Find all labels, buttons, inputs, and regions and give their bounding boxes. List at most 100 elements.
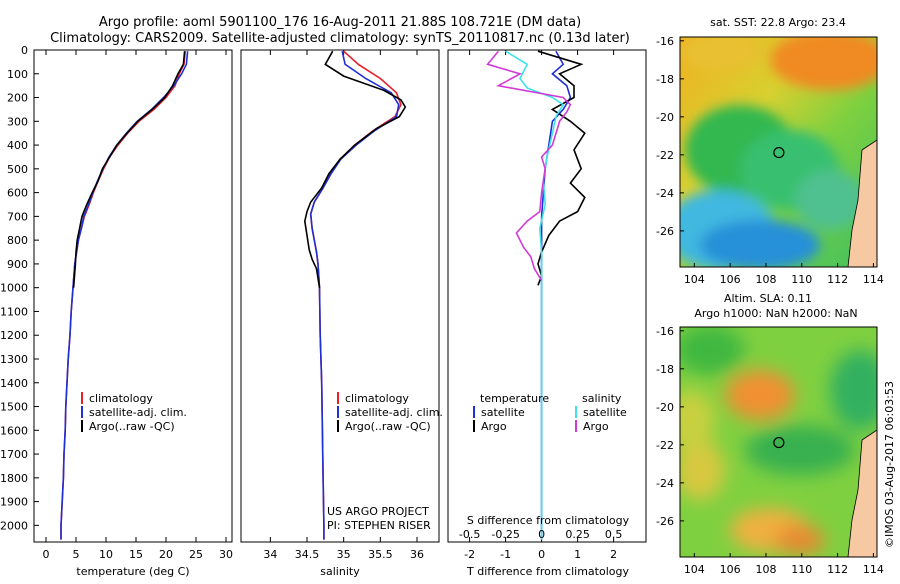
x-tick-label: 112 [827, 273, 848, 286]
salinity-legend: climatology satellite-adj. clim. Argo(..… [337, 392, 443, 433]
series-line [309, 51, 400, 540]
sla-map-title: Altim. SLA: 0.11 [724, 292, 812, 305]
series-line [72, 51, 186, 288]
coastline [847, 139, 877, 267]
y-tick-label: 1900 [0, 496, 28, 509]
y-tick-label: 900 [7, 258, 28, 271]
y-tick-label: 700 [7, 210, 28, 223]
top-tick-label: -0.5 [459, 528, 480, 541]
series-line [540, 50, 572, 540]
imos-credit: ©IMOS 03-Aug-2017 06:03:53 [883, 381, 896, 548]
sla-map: Altim. SLA: 0.11 Argo h1000: NaN h2000: … [656, 292, 884, 576]
x-tick-label: 104 [684, 273, 705, 286]
salinity-xlabel: salinity [320, 565, 360, 578]
top-tick-label: 0.25 [565, 528, 590, 541]
legend-climatology: climatology [345, 392, 409, 405]
series-line [60, 51, 189, 540]
y-tick-label: 1300 [0, 353, 28, 366]
s-difference-label: S difference from climatology [467, 514, 630, 527]
legend-temp-satellite: satellite [481, 406, 525, 419]
x-tick-label: 110 [791, 563, 812, 576]
x-tick-label: 5 [73, 548, 80, 561]
y-tick-label: 0 [21, 44, 28, 57]
x-tick-label: 104 [684, 563, 705, 576]
y-tick-label: 800 [7, 234, 28, 247]
x-tick-label: 30 [219, 548, 233, 561]
x-tick-label: 108 [755, 273, 776, 286]
x-tick-label: 2 [610, 548, 617, 561]
difference-axes-frame [447, 49, 647, 543]
y-tick-label: 1200 [0, 329, 28, 342]
x-tick-label: 114 [863, 273, 884, 286]
legend-temperature-title: temperature [480, 392, 549, 405]
x-tick-label: 35.5 [368, 548, 393, 561]
project-line2: PI: STEPHEN RISER [327, 519, 431, 532]
y-tick-label: 500 [7, 163, 28, 176]
figure-title-line2: Climatology: CARS2009. Satellite-adjuste… [50, 31, 630, 46]
x-tick-label: 108 [755, 563, 776, 576]
y-tick-label: -20 [656, 401, 674, 414]
y-tick-label: -16 [656, 325, 674, 338]
y-tick-label: 2000 [0, 519, 28, 532]
x-tick-label: 34 [263, 548, 277, 561]
x-tick-label: 15 [129, 548, 143, 561]
sst-map-frame [679, 36, 878, 268]
y-tick-label: 600 [7, 187, 28, 200]
y-tick-label: -18 [656, 363, 674, 376]
x-tick-label: 0 [538, 548, 545, 561]
top-tick-label: 0 [538, 528, 545, 541]
temperature-panel: 0100200300400500600700800900100011001200… [0, 44, 233, 578]
y-tick-label: 200 [7, 92, 28, 105]
temperature-xlabel: temperature (deg C) [76, 565, 189, 578]
y-tick-label: -16 [656, 35, 674, 48]
legend-salinity-title: salinity [582, 392, 622, 405]
y-tick-label: 100 [7, 68, 28, 81]
series-line [60, 51, 186, 540]
x-tick-label: 25 [189, 548, 203, 561]
argo-float-marker [773, 436, 785, 449]
sst-map: sat. SST: 22.8 Argo: 23.4 104 106 108 110 11… [656, 16, 884, 286]
series-line [486, 50, 572, 282]
x-tick-label: 106 [720, 563, 741, 576]
sla-map-subtitle: Argo h1000: NaN h2000: NaN [694, 307, 857, 320]
project-line1: US ARGO PROJECT [327, 505, 429, 518]
argo-float-marker [773, 146, 785, 159]
x-tick-label: 34.5 [295, 548, 320, 561]
y-tick-label: 1000 [0, 282, 28, 295]
y-tick-label: -24 [656, 187, 674, 200]
difference-panel: -2 -1 0 1 2 temperature satellite Argo salin… [447, 49, 647, 578]
y-tick-label: 1600 [0, 424, 28, 437]
y-tick-label: 1500 [0, 401, 28, 414]
x-tick-label: -1 [500, 548, 511, 561]
legend-climatology: climatology [89, 392, 153, 405]
legend-temp-argo: Argo [481, 420, 507, 433]
legend-argo: Argo(..raw -QC) [89, 420, 175, 433]
temperature-legend: climatology satellite-adj. clim. Argo(..… [81, 392, 187, 433]
x-tick-label: 110 [791, 273, 812, 286]
sla-map-frame [679, 326, 878, 558]
y-tick-label: -18 [656, 73, 674, 86]
legend-satellite: satellite-adj. clim. [345, 406, 443, 419]
x-tick-label: 10 [99, 548, 113, 561]
y-tick-label: 1700 [0, 448, 28, 461]
y-tick-label: 300 [7, 115, 28, 128]
x-tick-label: 0 [43, 548, 50, 561]
y-tick-label: 400 [7, 139, 28, 152]
temperature-axes-frame [33, 49, 233, 543]
legend-sal-argo: Argo [583, 420, 609, 433]
t-difference-xlabel: T difference from climatology [466, 565, 629, 578]
series-line [303, 50, 407, 288]
y-tick-label: 1800 [0, 472, 28, 485]
legend-sal-satellite: satellite [583, 406, 627, 419]
y-tick-label: -26 [656, 515, 674, 528]
x-tick-label: 36 [410, 548, 424, 561]
x-tick-label: 35 [337, 548, 351, 561]
difference-legend: temperature satellite Argo salinity sate… [473, 392, 627, 433]
sst-field [680, 37, 877, 267]
x-tick-label: 112 [827, 563, 848, 576]
salinity-axes-frame [240, 49, 440, 543]
x-tick-label: -2 [464, 548, 475, 561]
x-tick-label: 114 [863, 563, 884, 576]
sla-field [680, 327, 877, 557]
